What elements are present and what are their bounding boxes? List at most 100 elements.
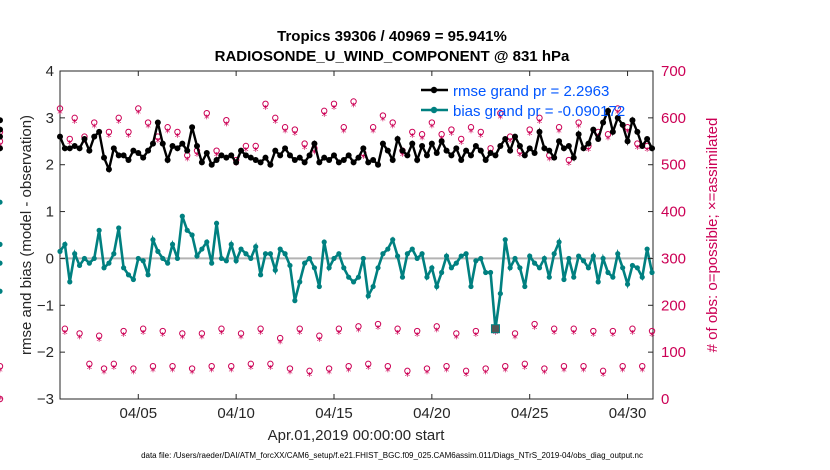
obs-possible-marker xyxy=(379,112,387,119)
rmse-point xyxy=(619,121,626,128)
obs-possible-marker xyxy=(443,363,450,370)
obs-assimilated-marker: * xyxy=(507,136,513,149)
rmse-point xyxy=(125,157,132,164)
obs-possible-marker xyxy=(237,330,245,337)
rmse-point xyxy=(81,135,88,142)
obs-assimilated-marker: * xyxy=(214,150,220,163)
bias-point xyxy=(390,237,396,243)
obs-possible-marker xyxy=(174,128,181,136)
obs-possible-marker xyxy=(560,363,568,370)
obs-assimilated-marker: * xyxy=(429,122,435,135)
obs-assimilated-marker: * xyxy=(62,328,68,341)
obs-possible-marker xyxy=(188,365,196,372)
rmse-point xyxy=(242,152,249,159)
rmse-point xyxy=(546,147,553,154)
obs-assimilated-marker: * xyxy=(375,323,381,336)
obs-possible-marker xyxy=(257,325,264,332)
bias-point xyxy=(341,265,347,271)
bias-point xyxy=(453,260,459,266)
obs-assimilated-marker: * xyxy=(121,330,127,343)
bias-point xyxy=(331,255,337,262)
obs-possible-marker xyxy=(228,363,235,370)
obs-assimilated-marker: * xyxy=(91,122,97,135)
obs-assimilated-marker: * xyxy=(72,117,78,130)
obs-assimilated-marker: * xyxy=(498,112,504,125)
y-tick-label: −3 xyxy=(37,391,54,408)
rmse-point xyxy=(159,140,166,147)
bias-point xyxy=(0,288,3,294)
obs-possible-marker xyxy=(590,327,597,335)
rmse-point xyxy=(585,140,592,147)
obs-possible-marker xyxy=(345,363,352,370)
y-right-tick-label: 400 xyxy=(661,204,686,221)
obs-assimilated-marker: * xyxy=(204,112,210,125)
bias-point xyxy=(434,283,440,290)
obs-assimilated-marker: * xyxy=(571,328,577,341)
obs-assimilated-marker: * xyxy=(639,365,645,378)
obs-assimilated-marker: * xyxy=(473,330,479,343)
rmse-point xyxy=(223,154,230,161)
rmse-point xyxy=(335,159,342,166)
y-right-tick-label: 500 xyxy=(661,157,686,174)
obs-assimilated-marker: * xyxy=(77,333,83,346)
rmse-point xyxy=(507,147,514,154)
rmse-point xyxy=(644,135,651,142)
bias-point xyxy=(67,279,73,285)
rmse-point xyxy=(66,145,73,152)
obs-assimilated-marker: * xyxy=(199,333,205,346)
bias-point xyxy=(321,239,327,245)
obs-possible-marker xyxy=(306,367,313,375)
bias-point xyxy=(429,265,435,271)
x-tick-label: 04/10 xyxy=(217,405,255,422)
bias-point xyxy=(478,255,484,262)
data-file-footnote: data file: /Users/raeder/DAI/ATM_forcXX/… xyxy=(141,451,643,460)
bias-point xyxy=(629,262,636,269)
obs-assimilated-marker: * xyxy=(282,126,288,139)
bias-point xyxy=(209,260,215,266)
obs-possible-marker xyxy=(179,330,186,337)
obs-possible-marker xyxy=(267,360,274,368)
obs-possible-marker xyxy=(86,360,93,368)
obs-assimilated-marker: * xyxy=(160,330,166,343)
legend-bias-label: bias grand pr = -0.090172 xyxy=(453,103,625,120)
obs-assimilated-marker: * xyxy=(586,145,592,158)
rmse-point xyxy=(286,152,293,159)
rmse-point xyxy=(502,135,509,142)
obs-assimilated-marker: * xyxy=(96,335,102,348)
obs-assimilated-marker: * xyxy=(292,129,298,142)
rmse-point xyxy=(355,154,362,161)
obs-assimilated-marker: * xyxy=(502,365,508,378)
rmse-point xyxy=(428,140,435,147)
obs-possible-marker xyxy=(614,105,621,112)
rmse-point xyxy=(448,152,455,159)
y-right-tick-label: 100 xyxy=(661,344,686,361)
rmse-point xyxy=(306,152,313,159)
rmse-point xyxy=(193,142,200,149)
obs-possible-marker xyxy=(198,330,206,337)
obs-possible-marker xyxy=(418,131,426,138)
obs-markers-group: ****************************************… xyxy=(0,98,655,407)
bias-point xyxy=(512,255,518,262)
obs-assimilated-marker: * xyxy=(287,368,293,381)
obs-possible-marker xyxy=(374,320,382,328)
rmse-point xyxy=(443,147,450,154)
obs-assimilated-marker: * xyxy=(170,365,176,378)
obs-assimilated-marker: * xyxy=(537,117,543,130)
obs-possible-marker xyxy=(125,128,132,136)
rmse-point xyxy=(330,152,337,159)
obs-assimilated-marker: * xyxy=(140,328,146,341)
y-tick-label: −1 xyxy=(37,297,54,314)
bias-point xyxy=(81,255,88,262)
obs-possible-marker xyxy=(71,114,78,122)
rmse-point xyxy=(600,119,607,126)
obs-assimilated-marker: * xyxy=(346,365,352,378)
bias-point xyxy=(355,274,362,280)
bias-point xyxy=(111,251,117,257)
obs-possible-marker xyxy=(208,363,215,370)
obs-possible-marker xyxy=(203,109,210,117)
obs-assimilated-marker: * xyxy=(380,115,386,128)
rmse-point xyxy=(565,142,572,149)
rmse-point xyxy=(399,147,406,154)
obs-possible-marker xyxy=(511,330,519,337)
bias-point xyxy=(150,237,156,243)
